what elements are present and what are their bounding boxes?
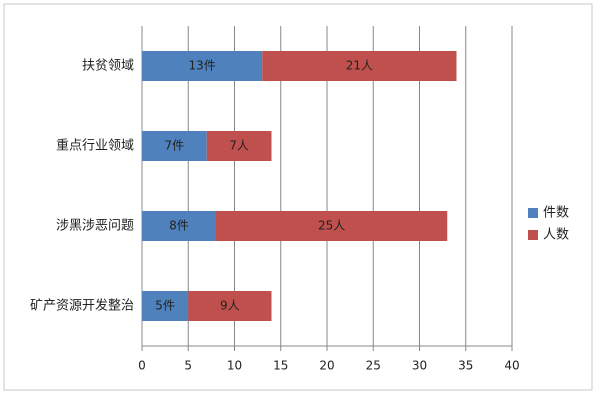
x-tick-label: 30: [412, 359, 427, 373]
x-tick-label: 35: [458, 359, 473, 373]
bar-segment: [142, 211, 216, 241]
y-tick-label: 扶贫领域: [82, 58, 134, 74]
bar-segment: [142, 291, 189, 321]
legend-label: 人数: [543, 228, 569, 243]
x-tick-label: 40: [504, 359, 519, 373]
x-tick-label: 25: [366, 359, 381, 373]
bar-segment: [206, 131, 272, 161]
y-tick-label: 涉黑涉恶问题: [56, 219, 134, 234]
data-label: 9人: [220, 299, 240, 313]
legend-swatch: [528, 230, 538, 240]
legend-swatch: [528, 208, 538, 218]
data-label: 25人: [318, 219, 345, 233]
data-label: 5件: [155, 299, 175, 313]
bar-segment: [188, 291, 272, 321]
bar-segment: [142, 131, 207, 161]
y-tick-label: 重点行业领域: [56, 138, 134, 154]
bar-segment: [262, 51, 457, 81]
data-label: 7人: [229, 139, 249, 153]
x-tick-label: 15: [273, 359, 288, 373]
data-label: 8件: [169, 219, 189, 233]
x-tick-label: 0: [138, 359, 146, 373]
bar-segment: [142, 51, 263, 81]
x-tick-label: 5: [184, 359, 192, 373]
legend-label: 件数: [543, 206, 569, 221]
y-tick-label: 矿产资源开发整治: [30, 298, 134, 314]
x-tick-label: 20: [319, 359, 334, 373]
bar-segment: [216, 211, 448, 241]
x-tick-label: 10: [227, 359, 242, 373]
data-label: 13件: [188, 59, 215, 73]
data-label: 21人: [346, 59, 373, 73]
data-label: 7件: [165, 139, 185, 153]
